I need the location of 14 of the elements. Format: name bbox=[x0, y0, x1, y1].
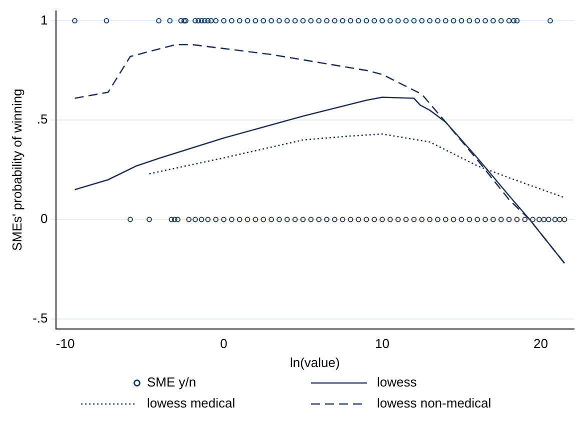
x-tick-label: 0 bbox=[220, 336, 228, 352]
y-tick-label: 1 bbox=[40, 12, 48, 28]
y-axis-title: SMEs' probability of winning bbox=[9, 88, 24, 251]
y-tick-label: 0 bbox=[40, 211, 48, 226]
legend-label: lowess non-medical bbox=[377, 396, 492, 411]
legend-label: lowess bbox=[377, 374, 418, 390]
y-tick-label: -.5 bbox=[32, 310, 48, 326]
legend-label: lowess medical bbox=[147, 396, 236, 411]
y-tick-label: .5 bbox=[36, 112, 48, 127]
x-axis-title: ln(value) bbox=[290, 354, 340, 370]
x-tick-label: 10 bbox=[375, 336, 390, 352]
x-tick-label: 20 bbox=[533, 336, 548, 352]
x-tick-label: -10 bbox=[56, 336, 75, 352]
legend-label: SME y/n bbox=[147, 374, 196, 390]
